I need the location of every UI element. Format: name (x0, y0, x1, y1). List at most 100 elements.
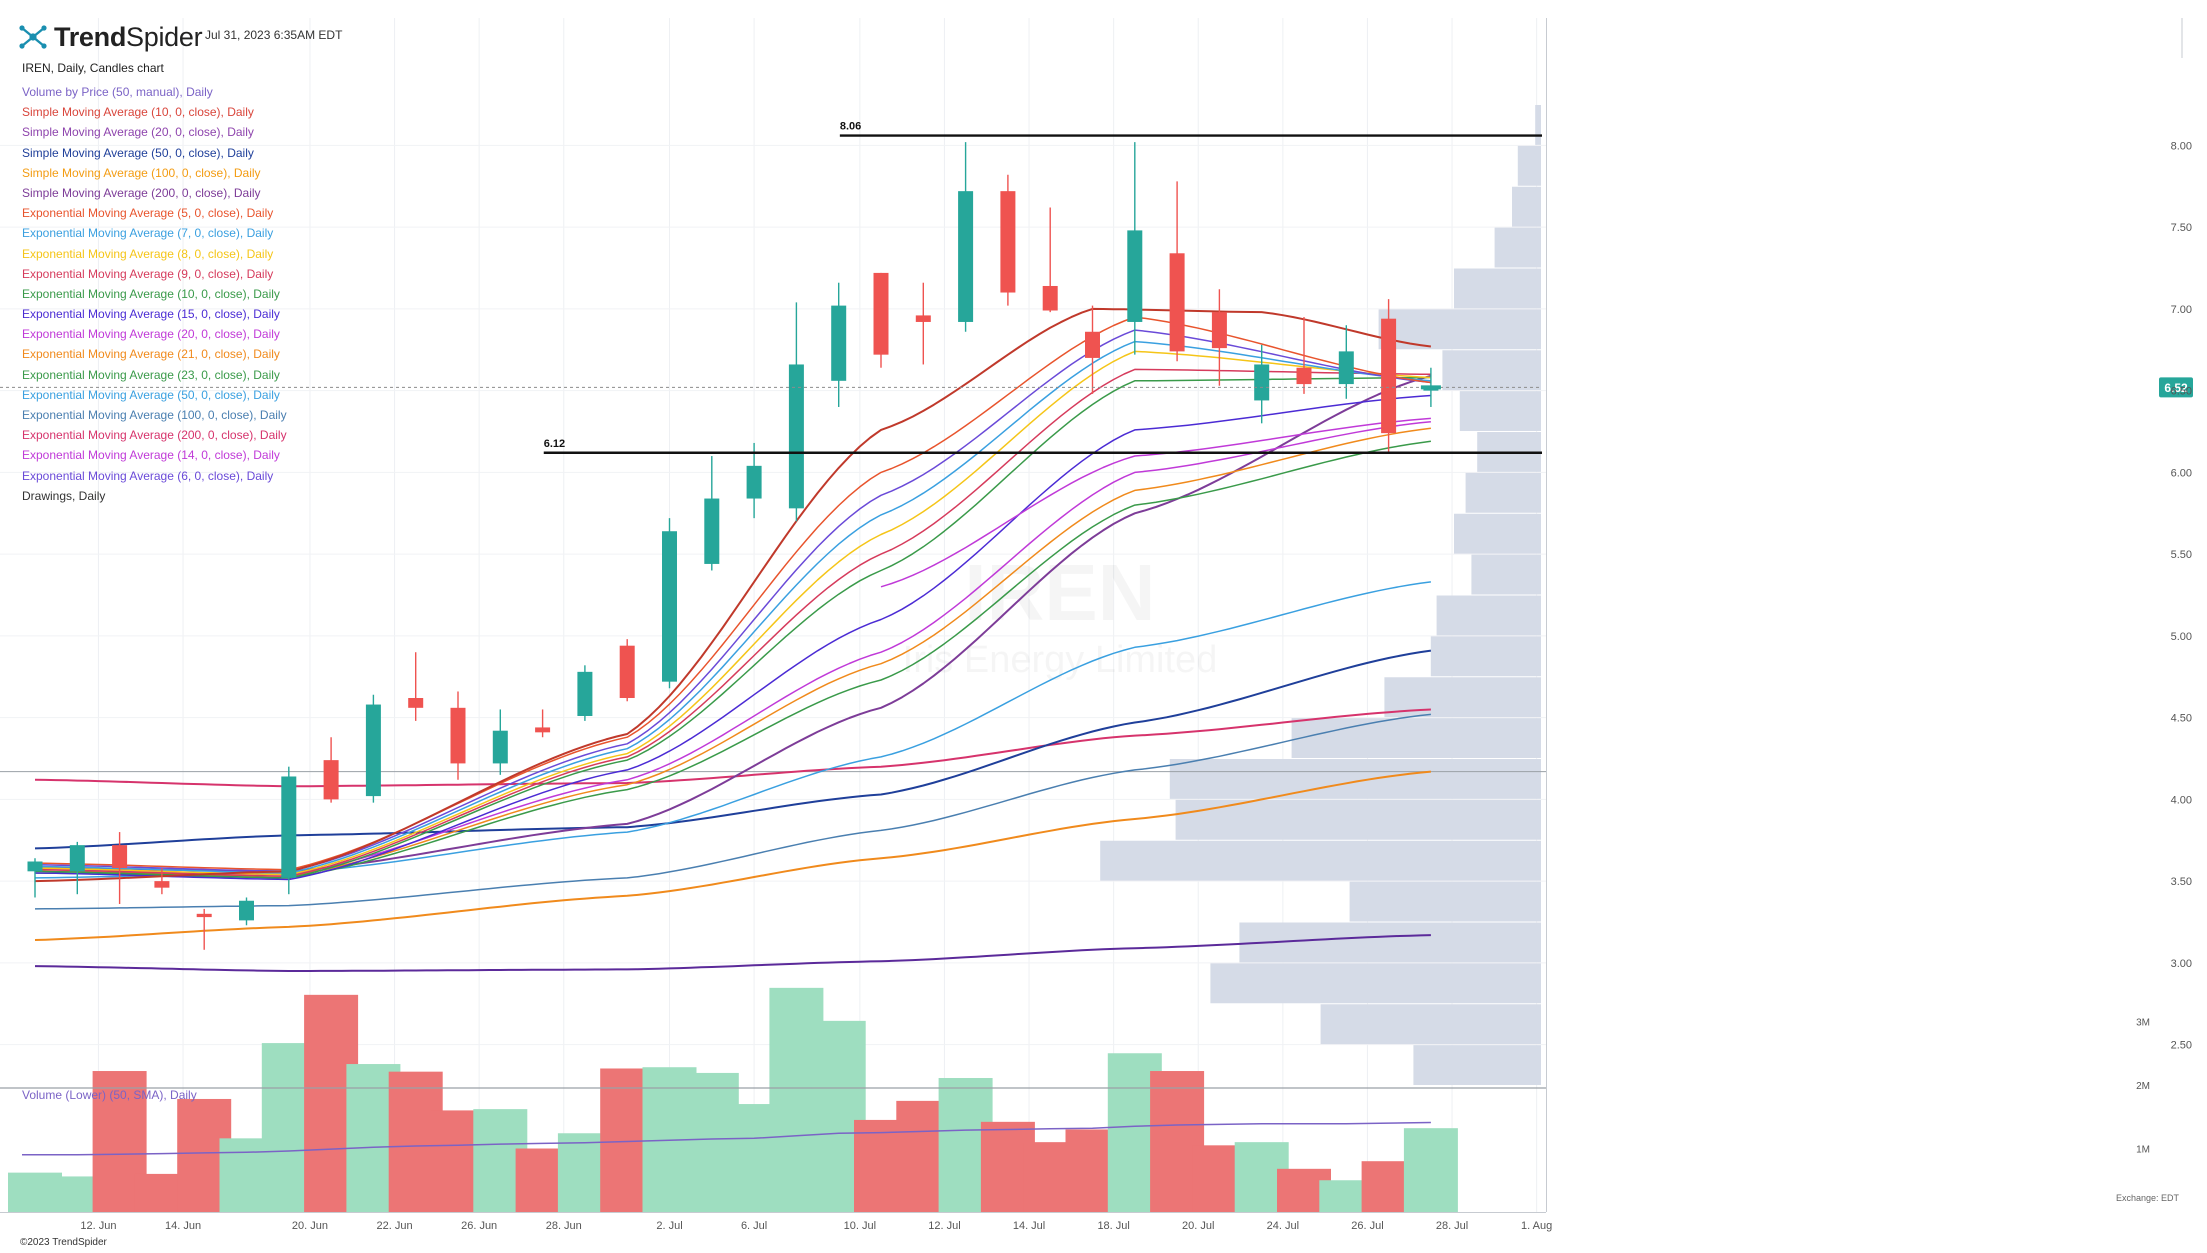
vbp-bar (1291, 718, 1541, 758)
vbp-bar (1465, 472, 1541, 513)
vbp-bar (1454, 268, 1541, 309)
time-tick-label: 10. Jul (844, 1220, 876, 1232)
legend-item[interactable]: Simple Moving Average (100, 0, close), D… (22, 165, 261, 180)
ma-line-sma-100 (34, 770, 1431, 941)
trendspider-logo-icon (19, 25, 47, 49)
legend-item[interactable]: Exponential Moving Average (5, 0, close)… (22, 206, 274, 221)
legend-item[interactable]: Exponential Moving Average (8, 0, close)… (22, 246, 274, 261)
time-tick-label: 26. Jun (461, 1220, 497, 1232)
ma-line-sma-200 (34, 934, 1431, 972)
candle-body (788, 364, 804, 509)
last-price: 6.52 (0, 377, 2193, 398)
legend-item[interactable]: Exponential Moving Average (23, 0, close… (22, 367, 280, 382)
vbp-bar (1175, 799, 1541, 840)
horizontal-levels[interactable]: 8.06 6.12 (543, 121, 1542, 454)
candle-up (788, 302, 804, 522)
ma-line-ema-10 (34, 376, 1431, 879)
price-tick-label: 4.00 (2171, 794, 2192, 806)
vbp-bar (1320, 1004, 1541, 1045)
exchange-label: Exchange: EDT (2116, 1193, 2180, 1203)
price-tick-label: 4.50 (2171, 713, 2192, 725)
candle-down (1085, 305, 1100, 394)
vbp-bar (1442, 350, 1541, 391)
ma-line-ema-15 (34, 394, 1431, 881)
vbp-bar (1512, 186, 1541, 227)
last-price-badge (2159, 377, 2193, 398)
time-tick-label: 18. Jul (1097, 1220, 1129, 1232)
moving-averages (34, 307, 1432, 972)
candle-down (535, 709, 551, 738)
candle-down (450, 691, 466, 780)
timestamp: Jul 31, 2023 6:35AM EDT (205, 28, 343, 42)
candles (27, 142, 1439, 950)
level-label: 6.12 (544, 438, 565, 450)
time-axis[interactable]: 12. Jun 14. Jun 20. Jun 22. Jun 26. Jun 28. J… (80, 1220, 1552, 1232)
candle-body (704, 498, 720, 564)
candle-down (323, 737, 339, 803)
legend-item[interactable]: Exponential Moving Average (6, 0, close)… (22, 468, 274, 483)
time-tick-label: 12. Jun (80, 1220, 116, 1232)
legend-item[interactable]: Exponential Moving Average (200, 0, clos… (22, 428, 287, 443)
candle-down (1042, 207, 1058, 313)
price-tick-label: 5.00 (2171, 631, 2192, 643)
price-axis[interactable]: 2.50 3.00 3.50 4.00 4.50 5.00 5.50 6.00 6.50 7.00… (2171, 140, 2192, 1051)
legend-item[interactable]: Simple Moving Average (10, 0, close), Da… (22, 105, 254, 120)
candle-down (873, 272, 889, 368)
candle-body (746, 465, 762, 499)
time-tick-label: 20. Jul (1182, 1220, 1214, 1232)
frame (0, 18, 2183, 1213)
ma-line-sma-10 (34, 307, 1432, 883)
legend-item[interactable]: Exponential Moving Average (9, 0, close)… (22, 266, 274, 281)
legend-item[interactable]: Exponential Moving Average (100, 0, clos… (22, 408, 287, 422)
volume-bar-up (1403, 1128, 1458, 1212)
legend-item[interactable]: Exponential Moving Average (7, 0, close)… (22, 226, 274, 241)
candle-up (662, 518, 677, 689)
legend-item[interactable]: Exponential Moving Average (14, 0, close… (22, 448, 280, 463)
candle-body (450, 707, 466, 764)
candle-body (619, 645, 635, 699)
time-tick-label: 24. Jul (1267, 1220, 1299, 1232)
legend-item[interactable]: Exponential Moving Average (20, 0, close… (22, 327, 280, 342)
candle-down (1296, 317, 1312, 394)
candle-down (1000, 174, 1016, 306)
time-tick-label: 26. Jul (1351, 1220, 1383, 1232)
price-tick-label: 6.00 (2171, 467, 2192, 479)
legend-item[interactable]: Volume by Price (50, manual), Daily (22, 85, 213, 99)
price-tick-label: 7.00 (2171, 304, 2192, 316)
candle-up (704, 456, 720, 571)
candle-up (281, 766, 297, 895)
ma-line-ema-9 (34, 368, 1431, 877)
legend-item[interactable]: Exponential Moving Average (50, 0, close… (22, 387, 280, 402)
candle-body (154, 881, 170, 888)
vbp-bar (1454, 513, 1541, 554)
level-label: 8.06 (840, 121, 861, 133)
candle-up (746, 442, 762, 519)
legend-item[interactable]: Simple Moving Average (200, 0, close), D… (22, 185, 261, 200)
candle-up (1254, 344, 1270, 424)
candle-down (154, 868, 170, 895)
candle-body (1211, 312, 1227, 349)
vbp-bar (1535, 105, 1541, 145)
legend-item[interactable]: Exponential Moving Average (10, 0, close… (22, 286, 280, 301)
candle-down (1381, 299, 1397, 453)
candle-body (1000, 191, 1016, 293)
candle-body (1042, 285, 1058, 311)
legend-item[interactable]: Exponential Moving Average (21, 0, close… (22, 347, 280, 362)
legend-item[interactable]: Exponential Moving Average (15, 0, close… (22, 307, 280, 322)
legend-item[interactable]: Simple Moving Average (20, 0, close), Da… (22, 125, 254, 140)
candle-body (831, 305, 847, 381)
time-tick-label: 2. Jul (656, 1220, 682, 1232)
vbp-bar (1378, 309, 1541, 350)
last-price-value: 6.52 (2164, 381, 2188, 395)
candle-body (27, 861, 43, 872)
legend-item[interactable]: Drawings, Daily (22, 488, 106, 503)
price-tick-label: 3.50 (2171, 876, 2192, 888)
volume-sma-line (22, 1121, 1431, 1156)
candle-body (323, 760, 339, 800)
candle-body (492, 730, 508, 764)
volume-pane-label[interactable]: Volume (Lower) (50, SMA), Daily (22, 1088, 197, 1102)
legend-item[interactable]: Simple Moving Average (50, 0, close), Da… (22, 145, 254, 160)
brand-name: TrendSpider (54, 21, 203, 52)
brand-logo[interactable]: TrendSpider (18, 20, 203, 54)
